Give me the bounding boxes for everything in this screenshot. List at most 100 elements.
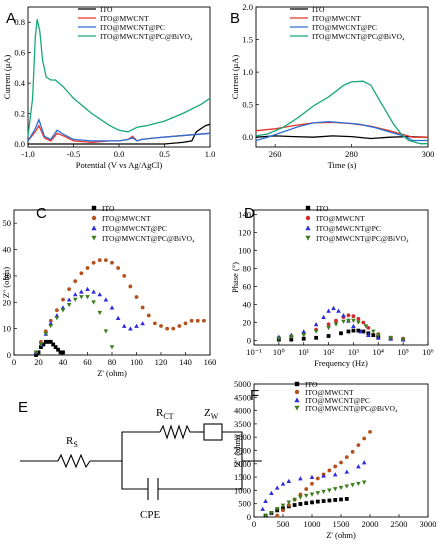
x-tick-label: 140 bbox=[179, 357, 192, 367]
data-point bbox=[314, 335, 319, 340]
data-point bbox=[305, 205, 311, 211]
legend-entry: ITO bbox=[305, 380, 318, 389]
data-point bbox=[294, 405, 300, 411]
data-point bbox=[356, 317, 361, 321]
y-tick-label: 40 bbox=[3, 245, 12, 255]
legend-entry: ITO@MWCNT@PC@BiVO₄ bbox=[316, 234, 409, 243]
data-point bbox=[263, 513, 268, 518]
y-tick-label: 0.6 bbox=[14, 48, 25, 58]
data-point bbox=[91, 215, 97, 221]
series-1 bbox=[34, 339, 65, 357]
y-tick-label: 4000 bbox=[234, 406, 251, 416]
data-point bbox=[333, 498, 338, 502]
data-point bbox=[58, 350, 63, 355]
data-point bbox=[305, 235, 311, 241]
x-axis-label: Z' (ohm) bbox=[326, 530, 356, 540]
data-point bbox=[346, 318, 351, 323]
data-point bbox=[358, 329, 364, 334]
x-axis-label: Frequency (Hz) bbox=[314, 358, 368, 368]
data-point bbox=[46, 339, 51, 344]
y-tick-label: 60 bbox=[243, 282, 252, 292]
y-axis-label: Z'' (ohm) bbox=[232, 435, 242, 466]
y-tick-label: 3500 bbox=[234, 419, 251, 429]
data-point bbox=[321, 489, 326, 495]
data-point bbox=[48, 324, 54, 329]
resistor-rct-symbol bbox=[159, 424, 192, 440]
x-tick-label: 2500 bbox=[391, 519, 408, 529]
data-point bbox=[315, 499, 320, 504]
y-tick-label: 100 bbox=[238, 246, 251, 256]
data-point bbox=[61, 350, 65, 355]
data-point bbox=[103, 329, 109, 334]
y-axis-label: Phase (°) bbox=[230, 262, 240, 293]
plot-frame bbox=[255, 6, 429, 148]
warburg-element-symbol bbox=[203, 423, 223, 441]
data-point bbox=[361, 320, 366, 325]
y-tick-label: 1.5 bbox=[242, 35, 253, 45]
data-point bbox=[344, 455, 349, 460]
x-tick-label: 10¹ bbox=[298, 347, 310, 357]
x-tick-label: 100 bbox=[130, 357, 143, 367]
series-4 bbox=[276, 318, 406, 342]
panel-label-a: A bbox=[6, 10, 16, 27]
x-tick-label: 40 bbox=[59, 357, 68, 367]
x-tick-label: 0 bbox=[252, 519, 256, 529]
data-point bbox=[313, 322, 319, 327]
panel-c-chart: 0 20 40 60 80 100 120 140 160 0 10 20 30 40 50 Z' (ohm)… bbox=[1, 204, 216, 378]
legend-entry: ITO@MWCNT@PC bbox=[102, 224, 167, 233]
series-2 bbox=[34, 258, 206, 355]
x-tick-label: 10⁰ bbox=[273, 347, 286, 357]
y-tick-label: 80 bbox=[243, 264, 252, 274]
data-point bbox=[72, 292, 78, 297]
x-tick-label: 260 bbox=[269, 149, 282, 159]
data-point bbox=[351, 318, 356, 323]
data-point bbox=[356, 481, 361, 487]
data-point bbox=[275, 513, 280, 518]
data-point bbox=[274, 485, 280, 490]
series-line bbox=[255, 80, 428, 145]
series-1 bbox=[28, 123, 211, 145]
data-point bbox=[110, 260, 114, 265]
data-point bbox=[34, 353, 38, 357]
data-point bbox=[269, 511, 274, 516]
data-point bbox=[109, 305, 115, 310]
data-point bbox=[134, 295, 139, 299]
data-point bbox=[97, 310, 103, 316]
data-point bbox=[346, 313, 351, 318]
data-point bbox=[115, 315, 121, 320]
data-point bbox=[400, 337, 406, 342]
data-point bbox=[326, 308, 331, 313]
data-point bbox=[54, 308, 59, 313]
data-point bbox=[356, 443, 361, 448]
legend-entry: ITO@MWCNT@PC@BiVO₄ bbox=[312, 32, 405, 41]
data-point bbox=[54, 316, 60, 321]
data-point bbox=[183, 321, 188, 326]
data-point bbox=[276, 336, 282, 341]
x-tick-label: 1000 bbox=[304, 519, 321, 529]
y-axis-label: Z'' (ohm) bbox=[1, 267, 11, 298]
data-point bbox=[315, 491, 321, 496]
data-point bbox=[305, 215, 311, 221]
x-tick-label: 0.5 bbox=[159, 149, 170, 159]
data-point bbox=[334, 318, 338, 323]
data-point bbox=[326, 326, 331, 331]
cpe-label: CPE bbox=[140, 509, 160, 521]
data-point bbox=[43, 332, 49, 337]
series-1 bbox=[276, 328, 406, 342]
chart-panels: -1.0 -0.5 0.0 0.5 1.0 0.0 0.2 0.4 0.6 0.8 Potentia… bbox=[1, 2, 436, 540]
data-point bbox=[309, 492, 315, 497]
series-2 bbox=[276, 313, 406, 341]
data-point bbox=[177, 324, 182, 328]
data-point bbox=[351, 328, 356, 333]
zw-label: ZW bbox=[204, 407, 219, 421]
data-point bbox=[326, 334, 331, 338]
x-tick-label: 60 bbox=[83, 357, 92, 367]
x-tick-label: 0.0 bbox=[114, 149, 125, 159]
y-axis-label: Current (μA) bbox=[230, 55, 240, 100]
data-point bbox=[331, 305, 336, 310]
data-point bbox=[79, 289, 84, 294]
y-tick-label: 0.2 bbox=[14, 109, 25, 119]
y-axis-label: Current (μA) bbox=[2, 55, 12, 100]
data-point bbox=[363, 324, 369, 329]
